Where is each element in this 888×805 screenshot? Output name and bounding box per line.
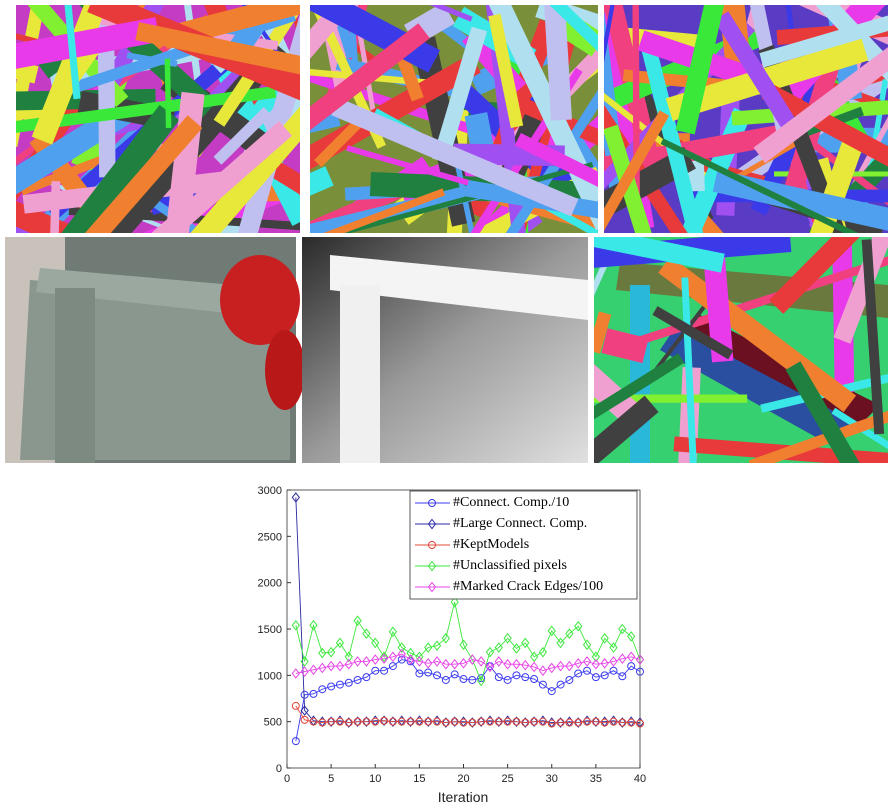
legend-label: #Connect. Comp./10 [453, 495, 569, 510]
y-tick-label: 1500 [258, 624, 282, 636]
x-tick-label: 5 [328, 773, 334, 785]
photo-image [5, 237, 305, 463]
x-tick-label: 35 [590, 773, 602, 785]
legend-label: #KeptModels [453, 537, 529, 552]
y-tick-label: 2000 [258, 578, 282, 590]
x-axis-label: Iteration [438, 789, 489, 805]
legend: #Connect. Comp./10 #Large Connect. Comp. #… [410, 491, 637, 599]
y-tick-label: 0 [276, 763, 282, 775]
x-tick-label: 25 [502, 773, 514, 785]
y-tick-label: 1000 [258, 670, 282, 682]
figure: 0 500 1000 1500 2000 2500 3000 0 5 10 15 20 25 30 35 40… [0, 0, 888, 805]
legend-label: #Unclassified pixels [453, 558, 567, 573]
x-tick-label: 0 [284, 773, 290, 785]
x-tick-label: 10 [369, 773, 381, 785]
y-tick-label: 3000 [258, 485, 282, 497]
depth-image [302, 237, 588, 463]
x-tick-label: 30 [546, 773, 558, 785]
y-tick-label: 2500 [258, 531, 282, 543]
x-tick-label: 20 [457, 773, 469, 785]
legend-label: #Large Connect. Comp. [453, 516, 587, 531]
y-tick-label: 500 [264, 717, 282, 729]
x-tick-label: 40 [634, 773, 646, 785]
x-tick-label: 15 [413, 773, 425, 785]
legend-label: #Marked Crack Edges/100 [453, 579, 603, 594]
